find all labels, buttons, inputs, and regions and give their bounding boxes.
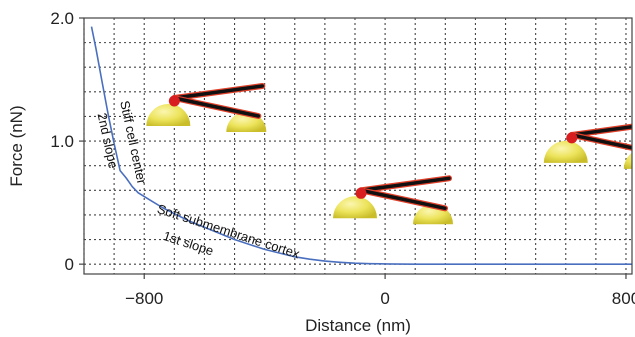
cantilever-arm <box>359 176 451 193</box>
plot-background <box>84 18 632 274</box>
x-axis-title: Distance (nm) <box>305 316 411 335</box>
cell-dome <box>623 152 632 169</box>
plot-frame <box>83 17 633 275</box>
y-axis-title: Force (nN) <box>7 105 26 186</box>
cell-dome <box>333 196 378 219</box>
cantilever-arm <box>172 96 261 118</box>
cantilever-tip-stiff-center-icon <box>146 83 267 132</box>
axis-ticks: −800 0 800 0 1.0 2.0 <box>50 9 635 308</box>
cantilever-arm <box>359 188 447 211</box>
cantilever-arm <box>570 124 632 137</box>
cantilever-arm <box>570 133 632 150</box>
x-tick-label: 800 <box>612 289 635 308</box>
x-tick-label: 0 <box>380 289 389 308</box>
force-curve-line <box>90 26 632 266</box>
probe-tip <box>168 95 180 107</box>
cell-dome <box>543 140 588 163</box>
x-tick-label: −800 <box>125 289 163 308</box>
probe-tip <box>566 132 578 144</box>
cantilever-illustrations <box>146 83 632 225</box>
y-tick-label: 0 <box>65 255 74 274</box>
y-tick-label: 1.0 <box>50 132 74 151</box>
cell-dome <box>146 104 191 126</box>
y-tick-label: 2.0 <box>50 9 74 28</box>
series-layer <box>90 26 632 266</box>
cantilever-tip-free-icon <box>543 123 632 169</box>
cantilever-tip-cortex-icon <box>333 175 454 225</box>
probe-tip <box>355 187 367 199</box>
cantilever-arm <box>172 84 265 100</box>
